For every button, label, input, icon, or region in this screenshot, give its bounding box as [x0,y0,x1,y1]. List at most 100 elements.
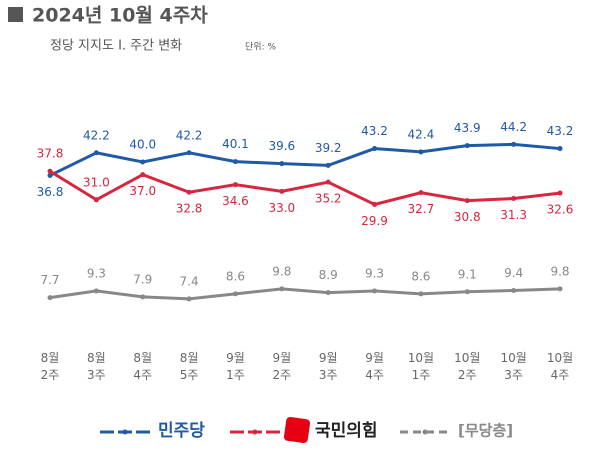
data-label: 43.2 [547,124,574,138]
x-tick-label: 10월 2주 [454,351,481,382]
point [372,201,378,207]
x-tick-label: 10월 1주 [407,351,435,382]
party-logo [283,416,311,444]
data-label: 32.7 [408,202,435,216]
data-label: 9.3 [365,266,384,280]
series-line [49,169,561,207]
chart-title: 2024년 10월 4주차 [32,5,208,27]
data-label: 42.4 [408,127,435,141]
x-tick-label: 10월 3주 [500,351,527,382]
data-label: 36.8 [37,185,64,199]
x-tick-label: 8월 4주 [133,351,153,382]
legend-dot [422,429,428,435]
data-label: 37.8 [37,147,64,161]
x-tick-label: 9월 4주 [365,351,384,382]
data-label: 8.6 [226,269,245,283]
point [464,198,470,204]
x-tick-label: 9월 2주 [272,351,292,382]
point [325,179,331,185]
point [557,190,563,196]
data-label: 35.2 [315,192,342,206]
unit: 단위: % [245,42,276,53]
data-label: 40.1 [222,137,249,151]
subtitle: 정당 지지도 Ⅰ. 주간 변화 [50,39,182,54]
data-label: 9.8 [272,264,291,278]
legend-label: 국민의힘 [315,420,378,441]
data-label: 42.2 [83,128,110,142]
data-label: 37.0 [129,184,156,198]
point [47,172,53,178]
legend-dot [122,429,128,435]
point [511,196,517,202]
data-label: 7.4 [180,274,199,288]
point [418,190,424,196]
series-line [49,287,561,301]
point [557,146,563,152]
point [93,150,99,156]
point [464,289,470,295]
point [93,197,99,203]
data-label: 43.2 [361,124,388,138]
data-label: 31.0 [83,175,110,189]
point [140,159,146,165]
data-label: 32.8 [176,202,203,216]
x-tick-label: 8월 2주 [40,351,60,382]
data-label: 8.9 [319,268,338,282]
point [464,143,470,149]
data-label: 32.6 [547,203,574,217]
data-label: 7.9 [133,272,152,286]
data-label: 9.8 [550,264,569,278]
data-label: 9.4 [504,266,523,280]
data-label: 9.1 [458,267,477,281]
data-label: 44.2 [500,120,527,134]
x-tick-label: 8월 3주 [87,351,106,382]
point [279,161,285,167]
point [232,159,238,165]
data-label: 30.8 [454,210,481,224]
point [232,182,238,188]
data-label: 39.2 [315,141,342,155]
point [47,295,53,301]
x-tick-label: 8월 5주 [179,351,199,382]
point [186,189,192,195]
data-label: 29.9 [361,214,388,228]
data-label: 33.0 [268,201,295,215]
point [186,150,192,156]
series-line [49,142,561,177]
point [511,288,517,294]
point [511,141,517,147]
point [418,291,424,297]
legend-dot [252,429,258,435]
data-label: 39.6 [268,139,295,153]
point [140,294,146,300]
point [557,286,563,292]
point [279,188,285,194]
point [186,296,192,302]
data-label: 34.6 [222,194,249,208]
data-label: 8.6 [411,269,430,283]
point [140,172,146,178]
point [232,291,238,297]
data-label: 40.0 [129,138,156,152]
point [93,288,99,294]
x-tick-label: 10월 4주 [546,351,574,382]
point [279,286,285,292]
data-label: 9.3 [87,266,106,280]
point [325,162,331,168]
data-label: 7.7 [40,273,59,287]
point [372,288,378,294]
point [47,168,53,174]
x-tick-label: 9월 3주 [318,351,338,382]
x-tick-label: 9월 1주 [226,351,245,382]
point [418,149,424,155]
point [372,146,378,152]
legend-label: [무당층] [458,422,513,440]
data-label: 31.3 [500,208,527,222]
data-label: 42.2 [176,128,203,142]
point [325,290,331,296]
data-label: 43.9 [454,121,481,135]
title-mark [8,7,23,22]
legend-label: 민주당 [158,421,205,441]
